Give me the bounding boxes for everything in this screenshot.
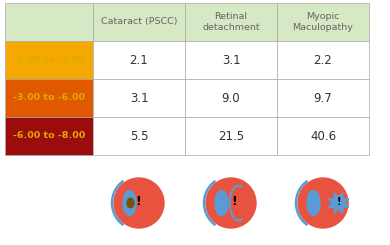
Bar xyxy=(5,79,93,117)
Text: 5.5: 5.5 xyxy=(130,130,148,143)
Bar xyxy=(5,3,93,41)
Text: 9.7: 9.7 xyxy=(314,91,332,105)
Ellipse shape xyxy=(215,191,228,216)
Bar xyxy=(277,117,369,155)
Ellipse shape xyxy=(123,191,136,216)
Polygon shape xyxy=(334,203,339,213)
Bar xyxy=(277,41,369,79)
Bar xyxy=(5,117,93,155)
Text: -3.00 to -6.00: -3.00 to -6.00 xyxy=(13,94,85,102)
Bar xyxy=(93,117,185,155)
Polygon shape xyxy=(339,203,349,207)
Polygon shape xyxy=(339,193,343,203)
Text: 21.5: 21.5 xyxy=(218,130,244,143)
Polygon shape xyxy=(328,199,339,203)
Text: 3.1: 3.1 xyxy=(222,53,240,66)
Ellipse shape xyxy=(127,198,134,208)
Polygon shape xyxy=(334,193,339,203)
Text: Myopic
Maculopathy: Myopic Maculopathy xyxy=(292,12,353,32)
Bar xyxy=(277,3,369,41)
Circle shape xyxy=(114,178,164,228)
Ellipse shape xyxy=(307,191,320,216)
Polygon shape xyxy=(334,193,339,203)
Polygon shape xyxy=(339,203,349,207)
Bar xyxy=(93,79,185,117)
Polygon shape xyxy=(328,199,339,203)
Bar xyxy=(5,41,93,79)
Bar xyxy=(93,3,185,41)
Polygon shape xyxy=(339,203,343,213)
Bar xyxy=(185,3,277,41)
Polygon shape xyxy=(339,199,349,203)
Text: 2.1: 2.1 xyxy=(129,53,148,66)
Circle shape xyxy=(333,197,344,209)
Text: -6.00 to -8.00: -6.00 to -8.00 xyxy=(13,132,85,140)
Text: 40.6: 40.6 xyxy=(310,130,336,143)
Bar xyxy=(93,41,185,79)
Polygon shape xyxy=(334,203,339,213)
Text: 2.2: 2.2 xyxy=(314,53,332,66)
Circle shape xyxy=(206,178,256,228)
Circle shape xyxy=(298,178,348,228)
Bar xyxy=(185,79,277,117)
Bar xyxy=(277,79,369,117)
Polygon shape xyxy=(328,203,339,207)
Polygon shape xyxy=(339,193,343,203)
Polygon shape xyxy=(339,203,343,213)
Text: 3.1: 3.1 xyxy=(130,91,148,105)
Text: 9.0: 9.0 xyxy=(222,91,240,105)
Text: !: ! xyxy=(231,195,237,208)
Text: !: ! xyxy=(135,195,141,208)
Text: Cataract (PSCC): Cataract (PSCC) xyxy=(101,17,177,26)
Polygon shape xyxy=(328,203,339,207)
Text: -1.00 to -3.00: -1.00 to -3.00 xyxy=(13,56,85,64)
Text: Retinal
detachment: Retinal detachment xyxy=(202,12,260,32)
Bar xyxy=(185,117,277,155)
Bar xyxy=(185,41,277,79)
Text: !: ! xyxy=(336,197,341,207)
Polygon shape xyxy=(339,199,349,203)
